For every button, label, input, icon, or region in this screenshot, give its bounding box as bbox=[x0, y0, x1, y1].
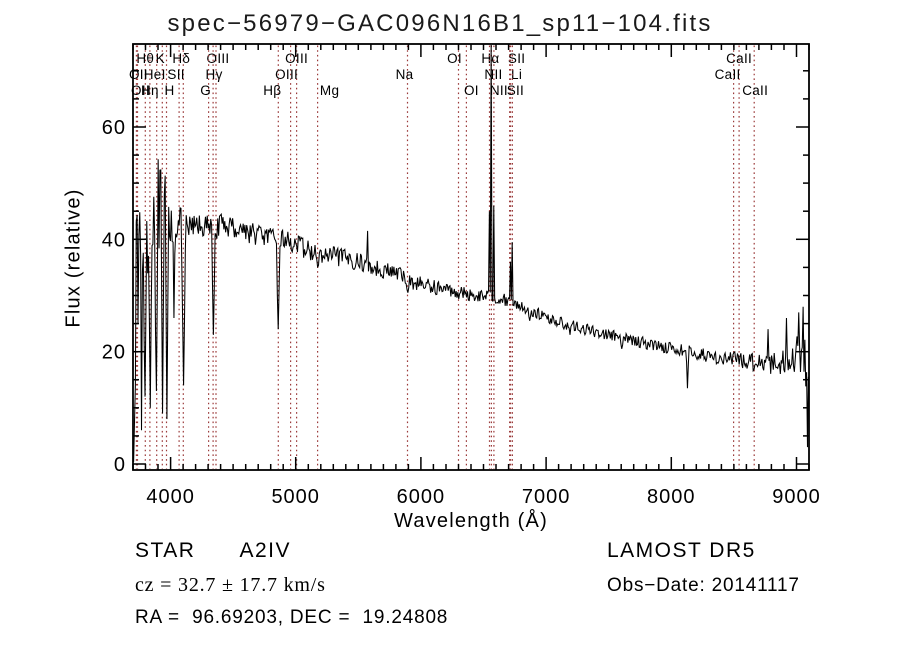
spectral-line-label-hδ: Hδ bbox=[172, 51, 190, 66]
spectral-line-label-caii: CaII bbox=[726, 51, 752, 66]
spectral-line-label-hei: HeI bbox=[144, 67, 166, 82]
y-tick-label: 20 bbox=[102, 342, 126, 364]
spectral-line-label-k: K bbox=[156, 51, 165, 66]
spectral-line-label-hβ: Hβ bbox=[263, 83, 281, 98]
class-label: STAR bbox=[135, 539, 196, 562]
x-axis-title: Wavelength (Å) bbox=[394, 510, 548, 532]
y-tick-label: 60 bbox=[102, 117, 126, 139]
axis-box bbox=[132, 43, 810, 471]
ra-dec-annotation: RA = 96.69203, DEC = 19.24808 bbox=[135, 607, 449, 628]
x-tick-label: 4000 bbox=[146, 486, 195, 508]
subclass-label: A2IV bbox=[239, 539, 291, 562]
x-tick-label: 7000 bbox=[522, 486, 571, 508]
spectral-line-label-na: Na bbox=[396, 67, 414, 82]
x-tick-label: 8000 bbox=[647, 486, 696, 508]
spectral-line-label-hγ: Hγ bbox=[206, 67, 223, 82]
obs-date-annotation: Obs−Date: 20141117 bbox=[607, 575, 800, 596]
spectral-line-label-li: Li bbox=[511, 67, 522, 82]
cz-annotation: cz = 32.7 ± 17.7 km/s bbox=[135, 574, 326, 596]
spectral-line-label-nii: NII bbox=[490, 83, 508, 98]
spectral-line-label-h: H bbox=[164, 83, 174, 98]
spectral-line-label-caii: CaII bbox=[715, 67, 741, 82]
x-tick-label: 9000 bbox=[772, 486, 821, 508]
spectrum-trace bbox=[133, 44, 809, 462]
survey-annotation: LAMOST DR5 bbox=[607, 539, 756, 562]
spectral-line-label-oi: OI bbox=[464, 83, 479, 98]
spectral-line-label-hη: Hη bbox=[141, 83, 159, 98]
spectral-line-label-mg: Mg bbox=[320, 83, 339, 98]
spectral-line-label-sii: SII bbox=[507, 83, 524, 98]
spectral-line-label-g: G bbox=[200, 83, 211, 98]
y-axis-title: Flux (relative) bbox=[62, 188, 85, 328]
x-tick-label: 6000 bbox=[397, 486, 446, 508]
y-tick-label: 0 bbox=[114, 454, 126, 476]
spectral-line-label-caii: CaII bbox=[742, 83, 768, 98]
spectral-line-label-hα: Hα bbox=[481, 51, 499, 66]
spectral-line-label-oiii: OIII bbox=[275, 67, 298, 82]
spectral-line-label-sii: SII bbox=[508, 51, 525, 66]
plot-title: spec−56979−GAC096N16B1_sp11−104.fits bbox=[167, 10, 713, 37]
spectral-line-label-hθ: Hθ bbox=[136, 51, 154, 66]
x-tick-label: 5000 bbox=[271, 486, 320, 508]
spectral-line-label-oiii: OIII bbox=[207, 51, 230, 66]
object-class-annotation: STAR A2IV bbox=[135, 539, 291, 563]
spectral-line-label-oiii: OIII bbox=[285, 51, 308, 66]
spectral-line-label-oi: OI bbox=[447, 51, 462, 66]
spectral-line-label-sii: SII bbox=[167, 67, 184, 82]
spectral-line-label-oii: OII bbox=[131, 83, 150, 98]
y-tick-label: 40 bbox=[102, 229, 126, 251]
